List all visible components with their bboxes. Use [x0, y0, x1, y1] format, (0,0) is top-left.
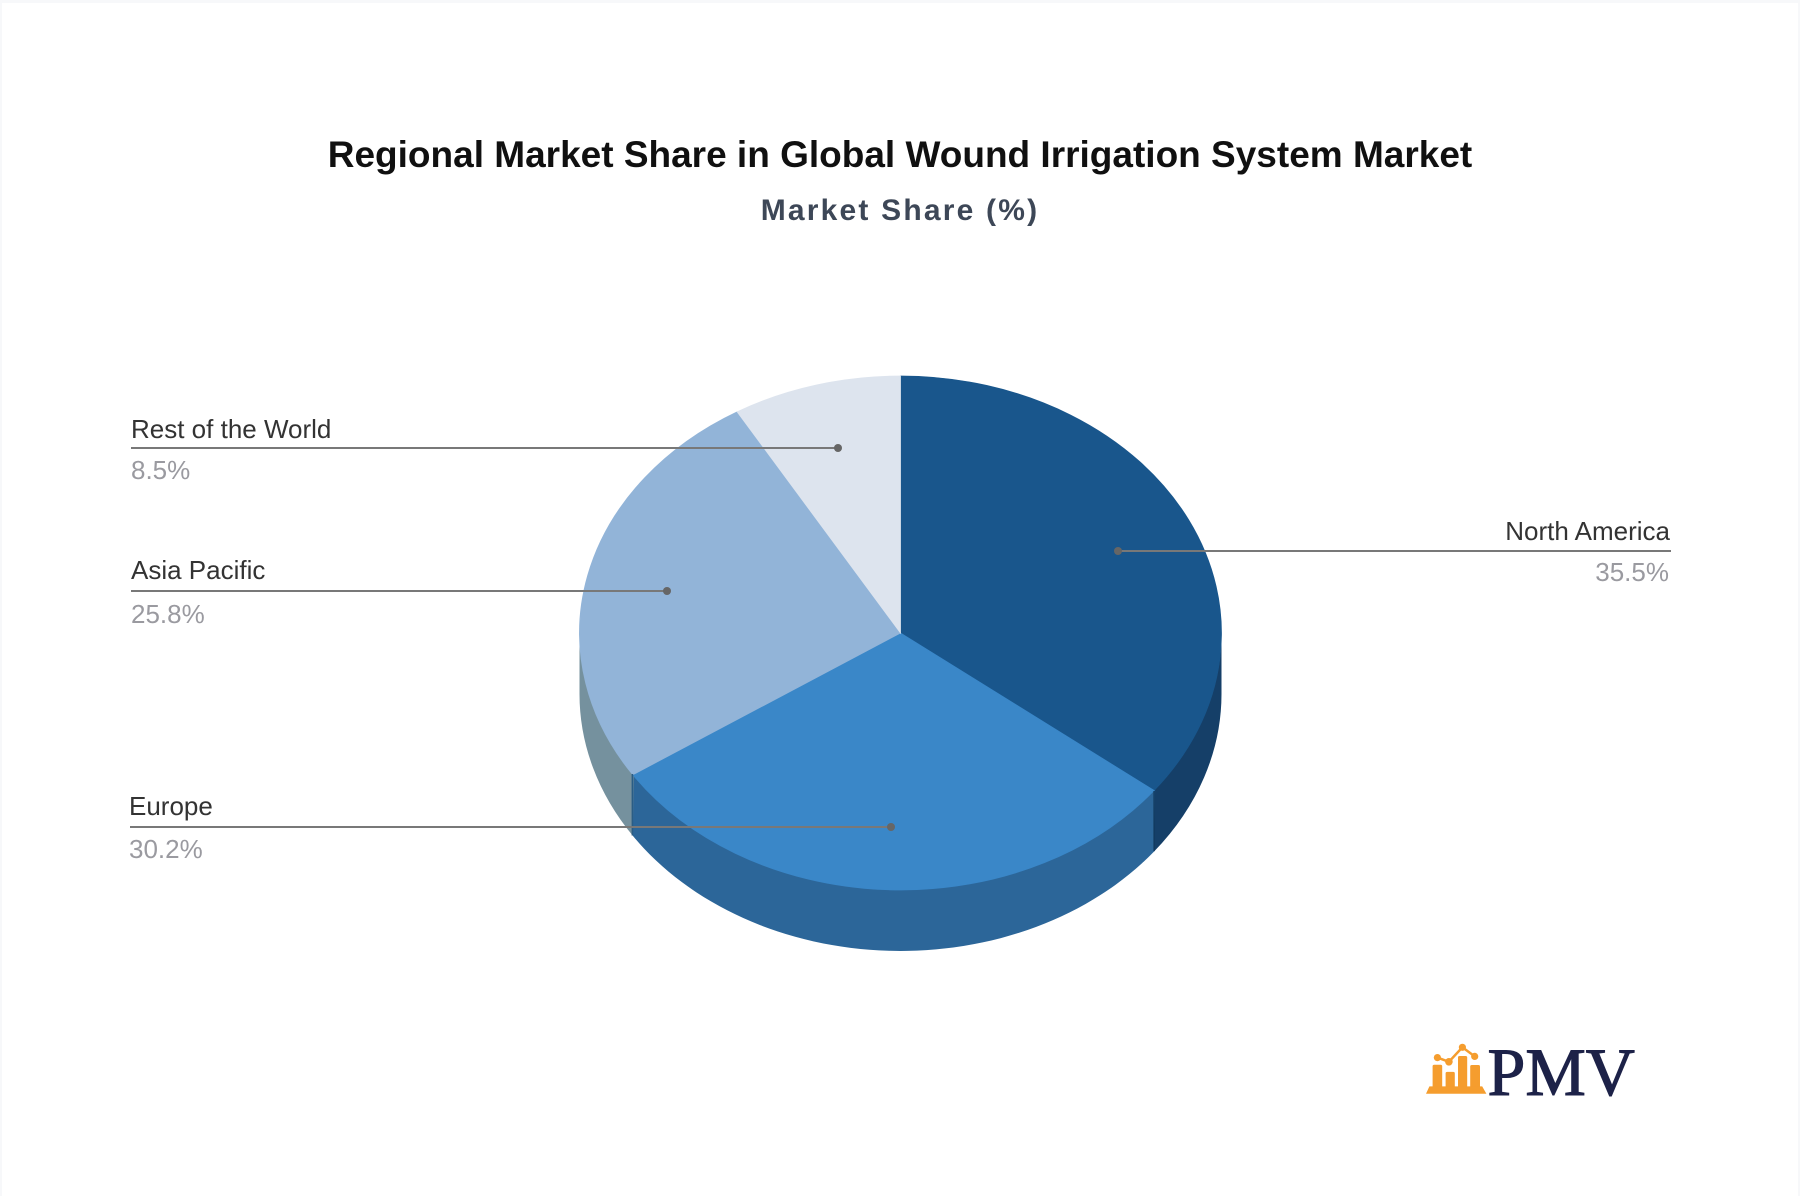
svg-text:PMV: PMV	[1488, 1035, 1635, 1105]
